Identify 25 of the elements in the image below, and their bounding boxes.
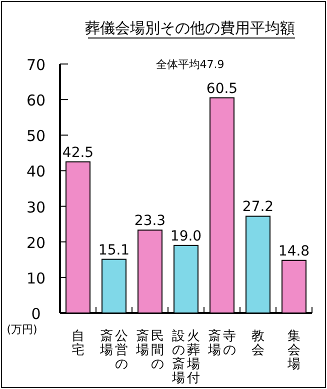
y-tick-label: 50 (26, 127, 46, 146)
x-tick-label: 寺の斎場 (207, 328, 236, 358)
y-tick-label: 30 (26, 198, 46, 216)
y-tick-label: 60 (26, 92, 46, 110)
data-label: 23.3 (134, 213, 166, 230)
chart-title: 葬儀会場別その他の費用平均額 (85, 19, 295, 37)
data-label: 27.2 (242, 199, 274, 216)
x-tick-label: 集会場 (286, 329, 300, 372)
y-tick-label: 70 (26, 56, 46, 74)
data-label: 60.5 (206, 80, 238, 97)
x-tick-label: 教会 (252, 329, 264, 358)
y-tick-label: 0 (31, 305, 41, 323)
data-label: 19.0 (170, 228, 202, 244)
chart-subtitle: 全体平均47.9 (156, 58, 224, 71)
y-tick-label: 20 (26, 234, 46, 252)
y-axis-title: (万円) (6, 323, 38, 336)
y-tick-label: 40 (26, 162, 46, 181)
category-label: 火葬場付設の斎場 (172, 329, 200, 386)
x-tick-label: 民間の斎場 (135, 328, 164, 372)
data-label: 42.5 (62, 144, 94, 161)
data-label: 14.8 (278, 243, 310, 260)
data-label: 15.1 (98, 242, 130, 258)
x-tick-label: 公営の斎場 (99, 328, 128, 372)
y-tick-label: 10 (26, 269, 46, 288)
x-tick-label: 自宅 (72, 329, 84, 358)
